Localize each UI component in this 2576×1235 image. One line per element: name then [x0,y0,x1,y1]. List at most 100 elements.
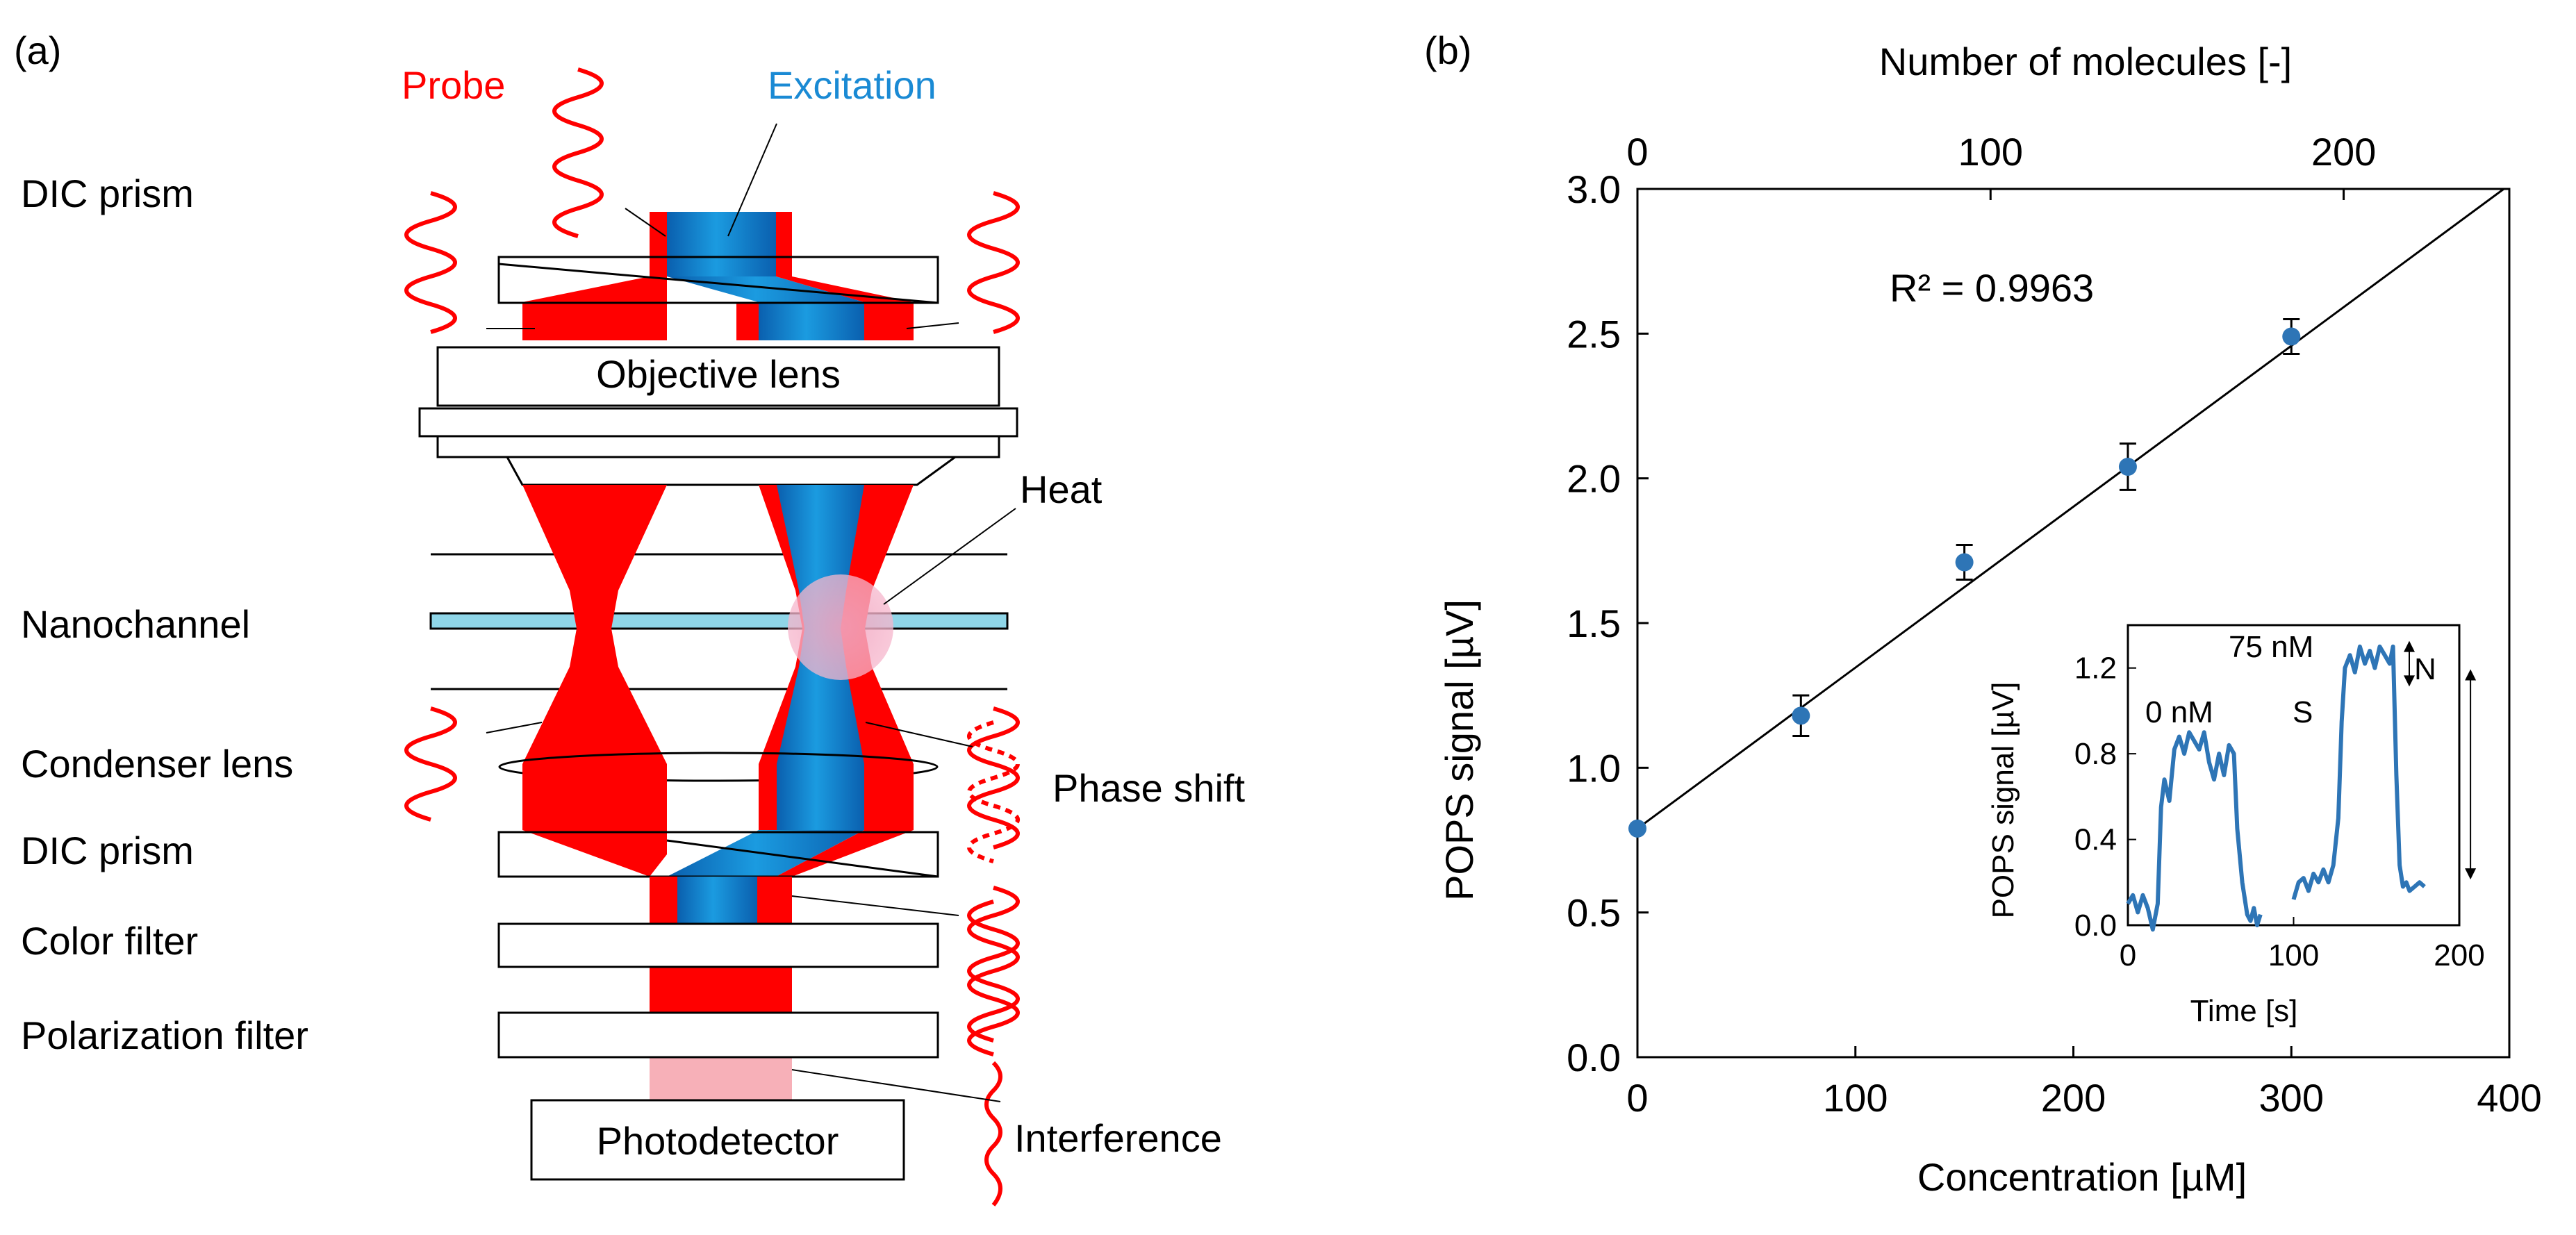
top-axis-title: Number of molecules [-] [1879,40,2292,83]
x-tick-label: 300 [2259,1076,2324,1120]
probe-wave-right-top [967,191,1020,334]
probe-combined-right [757,877,792,924]
label-polarization-filter: Polarization filter [21,1013,308,1057]
combined-wave-b [967,900,1020,1043]
inset-y-axis-title: POPS signal [µV] [1986,682,2020,919]
y-tick-label: 1.0 [1567,746,1621,790]
polarization-filter [497,1011,939,1059]
probe-combined-left [650,877,677,924]
data-point [2282,327,2301,346]
interference-beam [650,1057,792,1100]
x-tick-label: 400 [2477,1076,2541,1120]
inset-signal-arrowhead-top [2465,669,2477,681]
inset-annotation-signal: S [2293,695,2313,729]
top-x-tick-label: 100 [1958,130,2023,174]
excitation-beam-mid [759,302,864,340]
label-color-filter: Color filter [21,919,198,963]
x-tick-label: 100 [1823,1076,1888,1120]
inset-x-tick-label: 0 [2120,938,2136,972]
panel-a: (a) DIC prism Nanochannel Condenser lens… [14,28,1245,1207]
inset-chart: 0 100 200 0.0 0.4 0.8 1.2 Time [s] POPS signal [… [1986,624,2485,1028]
probe-beam-prism-b [776,257,792,276]
probe-focus-left [522,485,667,764]
combined-leader [791,895,959,916]
panel-b-label: (b) [1424,28,1471,72]
objective-lens-flange [418,407,1018,438]
objective-lens-label: Objective lens [596,352,841,396]
probe-beam-right-edge [864,302,914,340]
excitation-condenser [777,764,864,830]
probe-beam-left-wide [522,302,667,340]
excitation-beam-top [667,212,776,257]
r-squared-label: R² = 0.9963 [1890,266,2094,310]
probe-wave-left-bottom [404,706,457,822]
inset-y-tick-label: 0.0 [2074,909,2117,943]
nanochannel [429,612,1009,630]
y-axis-title: POPS signal [µV] [1437,599,1481,901]
inset-annotation-75nm: 75 nM [2229,630,2313,664]
inset-y-tick-label: 0.4 [2074,823,2117,857]
inset-series-line [2291,644,2426,900]
x-axis-title: Concentration [µM] [1917,1155,2247,1199]
y-tick-label: 0.5 [1567,891,1621,935]
phase-shift-label: Phase shift [1052,766,1245,810]
label-dic-prism-bottom: DIC prism [21,829,194,872]
inset-x-tick-label: 100 [2268,938,2319,972]
inset-signal-arrowhead-bottom [2465,868,2477,880]
data-point [2118,458,2137,476]
probe-recombine-right [776,830,914,877]
fit-line [1637,188,2504,830]
dic-prism-top-diagonal [498,263,939,304]
label-nanochannel: Nanochannel [21,602,250,646]
condenser-lens [498,752,939,782]
inset-series-line [2126,730,2263,932]
probe-condenser-left [522,764,667,830]
panel-b: (b) Number of molecules [-] R² = 0.9963 … [1424,28,2542,1199]
objective-lens-tip [436,435,1000,458]
excitation-label: Excitation [768,63,936,107]
data-point [1955,553,1974,572]
probe-recombine-left-b [522,830,650,877]
interference-leader [791,1069,1001,1102]
inset-x-axis-title: Time [s] [2190,994,2298,1028]
excitation-combined [677,877,757,924]
interference-label: Interference [1014,1116,1222,1160]
phase-shift-wave-b [967,720,1020,863]
y-tick-label: 1.5 [1567,602,1621,645]
panel-a-label: (a) [14,28,61,72]
probe-wave-left-top [404,191,457,334]
inset-y-tick-label: 1.2 [2074,652,2117,686]
probe-recombine-left [522,830,667,877]
y-tick-label: 0.0 [1567,1036,1621,1079]
label-dic-prism-top: DIC prism [21,172,194,215]
heat-label: Heat [1020,467,1103,511]
x-tick-label: 200 [2041,1076,2106,1120]
phase-shift-leader [865,722,973,747]
photodetector-label: Photodetector [597,1119,839,1163]
photodetector [530,1099,905,1181]
heat-spot [788,574,893,680]
objective-lens-nose [505,456,959,486]
inset-noise-arrowhead-top [2404,640,2415,652]
objective-lens [436,346,1000,407]
combined-wave-a [967,886,1020,1056]
plot-frame [1636,188,2511,1059]
data-point [1628,819,1646,838]
heat-leader [883,508,1016,605]
inset-frame [2127,624,2461,927]
condenser-leader [486,722,543,733]
y-tick-label: 2.5 [1567,312,1621,356]
y-tick-label: 2.0 [1567,457,1621,501]
excitation-leader [727,123,777,237]
top-x-tick-label: 200 [2311,130,2376,174]
probe-beam-right-inner [736,302,759,340]
color-filter [497,922,939,968]
label-condenser-lens: Condenser lens [21,742,293,786]
probe-beam-top-right [776,212,792,257]
top-x-tick-label: 0 [1626,130,1648,174]
dic-prism-bottom-diagonal [666,839,939,878]
x-tick-label: 0 [1626,1076,1648,1120]
probe-leader-top [625,208,666,237]
